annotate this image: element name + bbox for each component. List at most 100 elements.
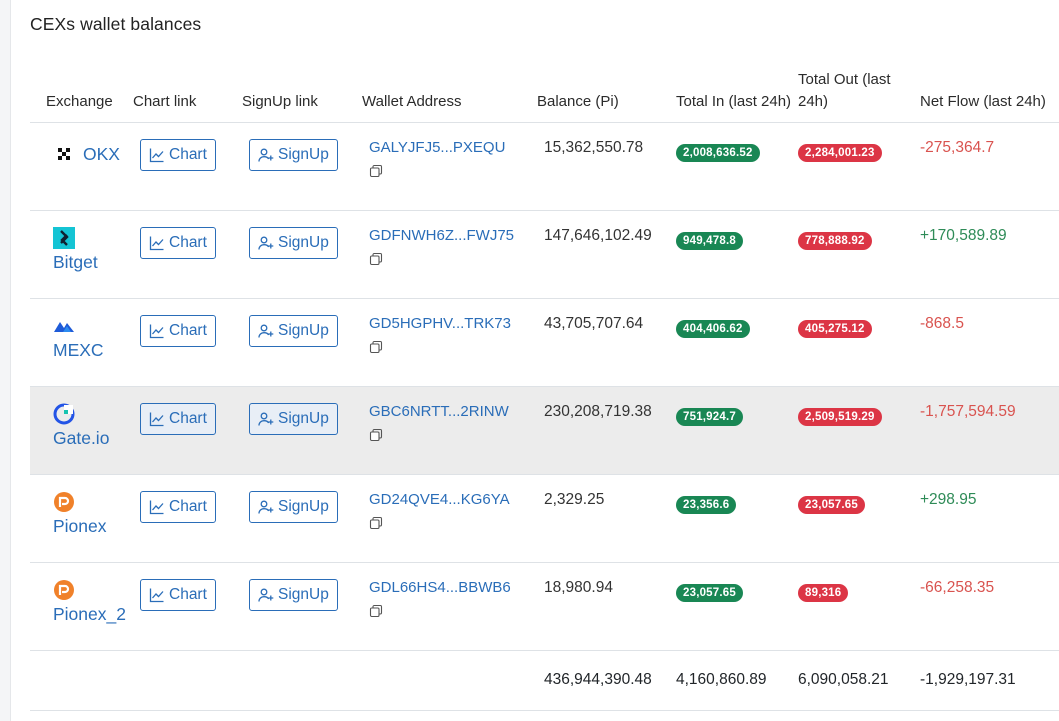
total-in-sum: 4,160,860.89 (676, 650, 798, 711)
signup-button[interactable]: SignUp (249, 314, 338, 347)
wallet-address-link[interactable]: GBC6NRTT...2RINW (369, 402, 509, 420)
exchange-cell[interactable]: Bitget (30, 226, 133, 275)
exchange-name[interactable]: MEXC (53, 339, 104, 360)
chart-button[interactable]: Chart (140, 138, 216, 171)
copy-icon[interactable] (369, 428, 383, 442)
signup-button-label: SignUp (278, 233, 329, 251)
chart-button[interactable]: Chart (140, 578, 216, 611)
exchange-name[interactable]: Pionex (53, 515, 107, 536)
col-header-total-in: Total In (last 24h) (676, 56, 798, 123)
signup-button-label: SignUp (278, 321, 329, 339)
copy-icon[interactable] (369, 516, 383, 530)
col-header-balance: Balance (Pi) (537, 56, 676, 123)
chart-button[interactable]: Chart (140, 226, 216, 259)
chart-button-label: Chart (169, 497, 207, 515)
total-balance: 436,944,390.48 (537, 650, 676, 711)
total-in-badge: 23,057.65 (676, 583, 743, 602)
add-user-icon (258, 411, 274, 427)
table-row: Bitget Chart SignUp GDFNWH6Z...FWJ75 147… (30, 210, 1059, 299)
wallet-address-link[interactable]: GDL66HS4...BBWB6 (369, 578, 511, 596)
wallet-address-link[interactable]: GD5HGPHV...TRK73 (369, 314, 511, 332)
wallet-address-link[interactable]: GALYJFJ5...PXEQU (369, 138, 506, 156)
signup-button[interactable]: SignUp (249, 402, 338, 435)
col-header-chart-link: Chart link (133, 56, 242, 123)
balance-value: 230,208,719.38 (544, 402, 652, 420)
copy-icon[interactable] (369, 604, 383, 618)
section-title: CEXs wallet balances (30, 14, 202, 34)
page-margin (0, 0, 10, 721)
exchange-cell[interactable]: Pionex (30, 491, 133, 539)
pionex-logo-icon (53, 491, 75, 513)
exchange-cell[interactable]: MEXC (30, 315, 133, 363)
signup-button[interactable]: SignUp (249, 226, 338, 259)
balance-value: 15,362,550.78 (544, 138, 644, 156)
exchange-name[interactable]: OKX (83, 143, 120, 164)
gateio-logo-icon (53, 403, 75, 425)
chart-button[interactable]: Chart (140, 314, 216, 347)
copy-icon[interactable] (369, 164, 383, 178)
wallet-address-link[interactable]: GDFNWH6Z...FWJ75 (369, 226, 514, 244)
exchange-name[interactable]: Gate.io (53, 427, 110, 448)
signup-button-label: SignUp (278, 497, 329, 515)
table-row: MEXC Chart SignUp GD5HGPHV...TRK73 43,70… (30, 298, 1059, 387)
chart-button-label: Chart (169, 409, 207, 427)
chart-button-label: Chart (169, 233, 207, 251)
net-flow-value: -868.5 (920, 314, 964, 332)
exchange-cell[interactable]: Gate.io (30, 403, 133, 451)
net-flow-value: -275,364.7 (920, 138, 995, 156)
add-user-icon (258, 499, 274, 515)
table-row: Pionex_2 Chart SignUp GDL66HS4...BBWB6 1… (30, 562, 1059, 651)
chart-button[interactable]: Chart (140, 402, 216, 435)
total-out-badge: 89,316 (798, 583, 849, 602)
add-user-icon (258, 587, 274, 603)
add-user-icon (258, 147, 274, 163)
balance-value: 18,980.94 (544, 578, 613, 596)
mexc-logo-icon (53, 315, 75, 337)
exchange-name[interactable]: Bitget (53, 251, 98, 272)
totals-row: 436,944,390.48 4,160,860.89 6,090,058.21… (30, 650, 1059, 711)
signup-button-label: SignUp (278, 585, 329, 603)
table-row: Gate.io Chart SignUp GBC6NRTT...2RINW 23… (30, 386, 1059, 475)
copy-icon[interactable] (369, 340, 383, 354)
line-chart-icon (149, 147, 165, 163)
pionex-logo-icon (53, 579, 75, 601)
total-out-badge: 2,284,001.23 (798, 143, 882, 162)
copy-icon[interactable] (369, 252, 383, 266)
total-out-sum: 6,090,058.21 (798, 650, 920, 711)
col-header-signup-link: SignUp link (242, 56, 362, 123)
net-flow-value: -66,258.35 (920, 578, 995, 596)
wallet-address-link[interactable]: GD24QVE4...KG6YA (369, 490, 510, 508)
net-flow-value: +170,589.89 (920, 226, 1007, 244)
okx-logo-icon (53, 143, 75, 165)
col-header-net-flow: Net Flow (last 24h) (920, 56, 1059, 123)
bitget-logo-icon (53, 226, 75, 249)
signup-button-label: SignUp (278, 409, 329, 427)
total-in-badge: 2,008,636.52 (676, 143, 760, 162)
line-chart-icon (149, 235, 165, 251)
exchange-cell[interactable]: Pionex_2 (30, 579, 133, 627)
chart-button[interactable]: Chart (140, 490, 216, 523)
line-chart-icon (149, 587, 165, 603)
signup-button[interactable]: SignUp (249, 138, 338, 171)
add-user-icon (258, 235, 274, 251)
exchange-name[interactable]: Pionex_2 (53, 603, 126, 624)
total-out-badge: 23,057.65 (798, 495, 865, 514)
col-header-total-out: Total Out (last 24h) (798, 56, 920, 123)
balance-value: 147,646,102.49 (544, 226, 652, 244)
col-header-wallet-address: Wallet Address (362, 56, 537, 123)
balance-value: 43,705,707.64 (544, 314, 644, 332)
net-flow-value: -1,757,594.59 (920, 402, 1016, 420)
chart-button-label: Chart (169, 321, 207, 339)
signup-button[interactable]: SignUp (249, 578, 338, 611)
line-chart-icon (149, 323, 165, 339)
chart-button-label: Chart (169, 145, 207, 163)
total-in-badge: 751,924.7 (676, 407, 743, 426)
net-flow-value: +298.95 (920, 490, 977, 508)
total-in-badge: 23,356.6 (676, 495, 737, 514)
signup-button[interactable]: SignUp (249, 490, 338, 523)
chart-button-label: Chart (169, 585, 207, 603)
exchange-cell[interactable]: OKX (30, 139, 133, 167)
table-header-row: Exchange Chart link SignUp link Wallet A… (30, 56, 1059, 123)
signup-button-label: SignUp (278, 145, 329, 163)
total-net-flow: -1,929,197.31 (920, 650, 1059, 711)
